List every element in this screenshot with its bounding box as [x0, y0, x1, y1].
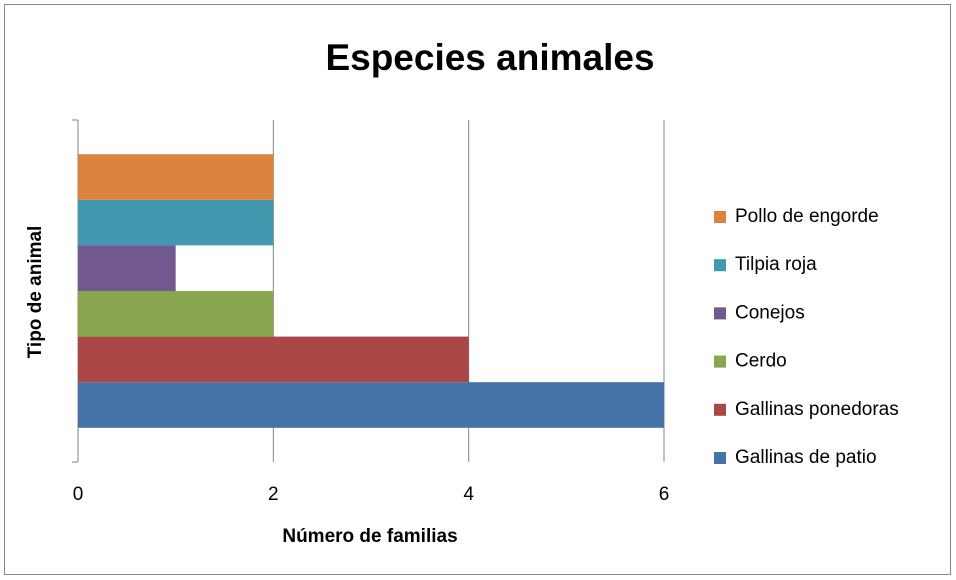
x-tick-label: 6 [659, 484, 670, 505]
legend-swatch [714, 355, 726, 368]
legend-swatch [714, 211, 726, 223]
legend-swatch [714, 403, 726, 416]
legend-label: Gallinas ponedoras [735, 399, 899, 420]
x-axis-label: Número de familias [282, 526, 457, 547]
y-axis-label: Tipo de animal [25, 226, 46, 359]
bar [78, 199, 274, 246]
legend-label: Conejos [735, 302, 805, 323]
bar [78, 291, 274, 337]
bar [78, 336, 469, 383]
legend-swatch [714, 259, 726, 272]
legend-label: Pollo de engorde [735, 206, 879, 227]
legend-swatch [714, 452, 726, 464]
bar [78, 245, 176, 291]
chart-title: Especies animales [325, 37, 654, 78]
bar [78, 154, 274, 200]
x-tick-label: 2 [268, 484, 279, 505]
x-tick-label: 0 [73, 484, 84, 505]
x-tick-label: 4 [463, 484, 474, 505]
bar [78, 382, 664, 428]
legend-label: Cerdo [735, 351, 787, 372]
legend-label: Gallinas de patio [735, 447, 877, 468]
legend-label: Tilpia roja [735, 254, 817, 275]
legend-swatch [714, 307, 726, 320]
